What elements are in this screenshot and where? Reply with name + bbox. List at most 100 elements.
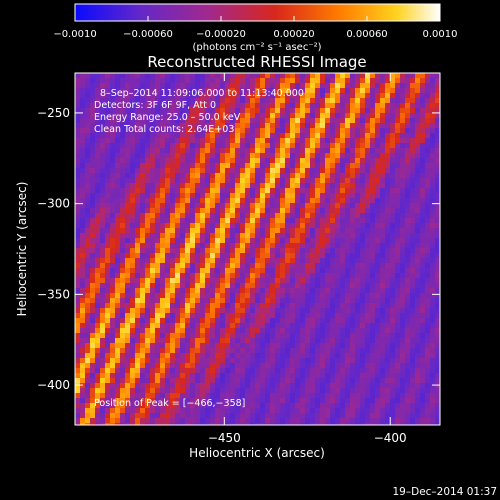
heatmap-cell [170, 243, 176, 249]
heatmap-cell [165, 158, 171, 164]
heatmap-cell [280, 173, 286, 179]
heatmap-cell [385, 398, 391, 404]
heatmap-cell [75, 253, 81, 259]
heatmap-cell [90, 123, 96, 129]
heatmap-cell [270, 228, 276, 234]
heatmap-cell [415, 128, 421, 134]
heatmap-cell [325, 153, 331, 159]
heatmap-cell [85, 293, 91, 299]
heatmap-cell [335, 358, 341, 364]
heatmap-cell [410, 278, 416, 284]
heatmap-cell [330, 113, 336, 119]
heatmap-cell [430, 93, 436, 99]
heatmap-cell [410, 238, 416, 244]
heatmap-cell [215, 393, 221, 399]
heatmap-cell [285, 148, 291, 154]
heatmap-cell [135, 413, 141, 419]
heatmap-cell [245, 243, 251, 249]
heatmap-cell [340, 103, 346, 109]
heatmap-cell [195, 393, 201, 399]
heatmap-cell [330, 308, 336, 314]
heatmap-cell [305, 343, 311, 349]
heatmap-cell [250, 363, 256, 369]
heatmap-cell [280, 73, 286, 79]
heatmap-cell [250, 248, 256, 254]
heatmap-cell [355, 348, 361, 354]
heatmap-cell [210, 123, 216, 129]
heatmap-cell [170, 93, 176, 99]
heatmap-cell [285, 353, 291, 359]
heatmap-cell [150, 188, 156, 194]
heatmap-cell [205, 138, 211, 144]
heatmap-cell [220, 308, 226, 314]
heatmap-cell [155, 108, 161, 114]
heatmap-cell [210, 178, 216, 184]
heatmap-cell [415, 143, 421, 149]
heatmap-cell [165, 283, 171, 289]
heatmap-cell [270, 98, 276, 104]
heatmap-cell [170, 383, 176, 389]
heatmap-cell [225, 333, 231, 339]
heatmap-cell [205, 383, 211, 389]
heatmap-cell [365, 358, 371, 364]
heatmap-cell [430, 193, 436, 199]
heatmap-cell [160, 408, 166, 414]
heatmap-cell [320, 193, 326, 199]
heatmap-cell [260, 98, 266, 104]
heatmap-cell [255, 183, 261, 189]
heatmap-cell [250, 378, 256, 384]
heatmap-cell [420, 278, 426, 284]
heatmap-cell [265, 228, 271, 234]
heatmap-cell [195, 88, 201, 94]
heatmap-cell [315, 328, 321, 334]
heatmap-cell [415, 323, 421, 329]
heatmap-cell [310, 313, 316, 319]
heatmap-cell [325, 268, 331, 274]
heatmap-cell [135, 218, 141, 224]
heatmap-cell [205, 103, 211, 109]
heatmap-cell [400, 108, 406, 114]
heatmap-cell [240, 203, 246, 209]
heatmap-cell [350, 243, 356, 249]
heatmap-cell [145, 348, 151, 354]
heatmap-cell [250, 148, 256, 154]
heatmap-cell [405, 128, 411, 134]
heatmap-cell [265, 328, 271, 334]
heatmap-cell [185, 233, 191, 239]
heatmap-cell [95, 238, 101, 244]
heatmap-cell [405, 123, 411, 129]
heatmap-cell [305, 373, 311, 379]
heatmap-cell [315, 93, 321, 99]
heatmap-cell [155, 383, 161, 389]
heatmap-cell [185, 258, 191, 264]
heatmap-cell [100, 243, 106, 249]
heatmap-cell [320, 78, 326, 84]
heatmap-cell [390, 368, 396, 374]
heatmap-cell [255, 268, 261, 274]
heatmap-cell [195, 108, 201, 114]
heatmap-cell [95, 183, 101, 189]
heatmap-cell [425, 293, 431, 299]
heatmap-cell [330, 328, 336, 334]
heatmap-cell [120, 203, 126, 209]
heatmap-cell [375, 83, 381, 89]
heatmap-cell [215, 243, 221, 249]
heatmap-cell [200, 353, 206, 359]
heatmap-cell [260, 198, 266, 204]
heatmap-cell [355, 343, 361, 349]
heatmap-cell [265, 323, 271, 329]
heatmap-cell [205, 203, 211, 209]
heatmap-cell [320, 383, 326, 389]
heatmap-cell [260, 343, 266, 349]
heatmap-cell [380, 133, 386, 139]
heatmap-cell [140, 323, 146, 329]
heatmap-cell [90, 168, 96, 174]
heatmap-cell [330, 178, 336, 184]
heatmap-cell [85, 128, 91, 134]
heatmap-cell [360, 163, 366, 169]
heatmap-cell [135, 408, 141, 414]
heatmap-cell [360, 103, 366, 109]
heatmap-cell [425, 118, 431, 124]
heatmap-cell [310, 148, 316, 154]
heatmap-cell [160, 188, 166, 194]
